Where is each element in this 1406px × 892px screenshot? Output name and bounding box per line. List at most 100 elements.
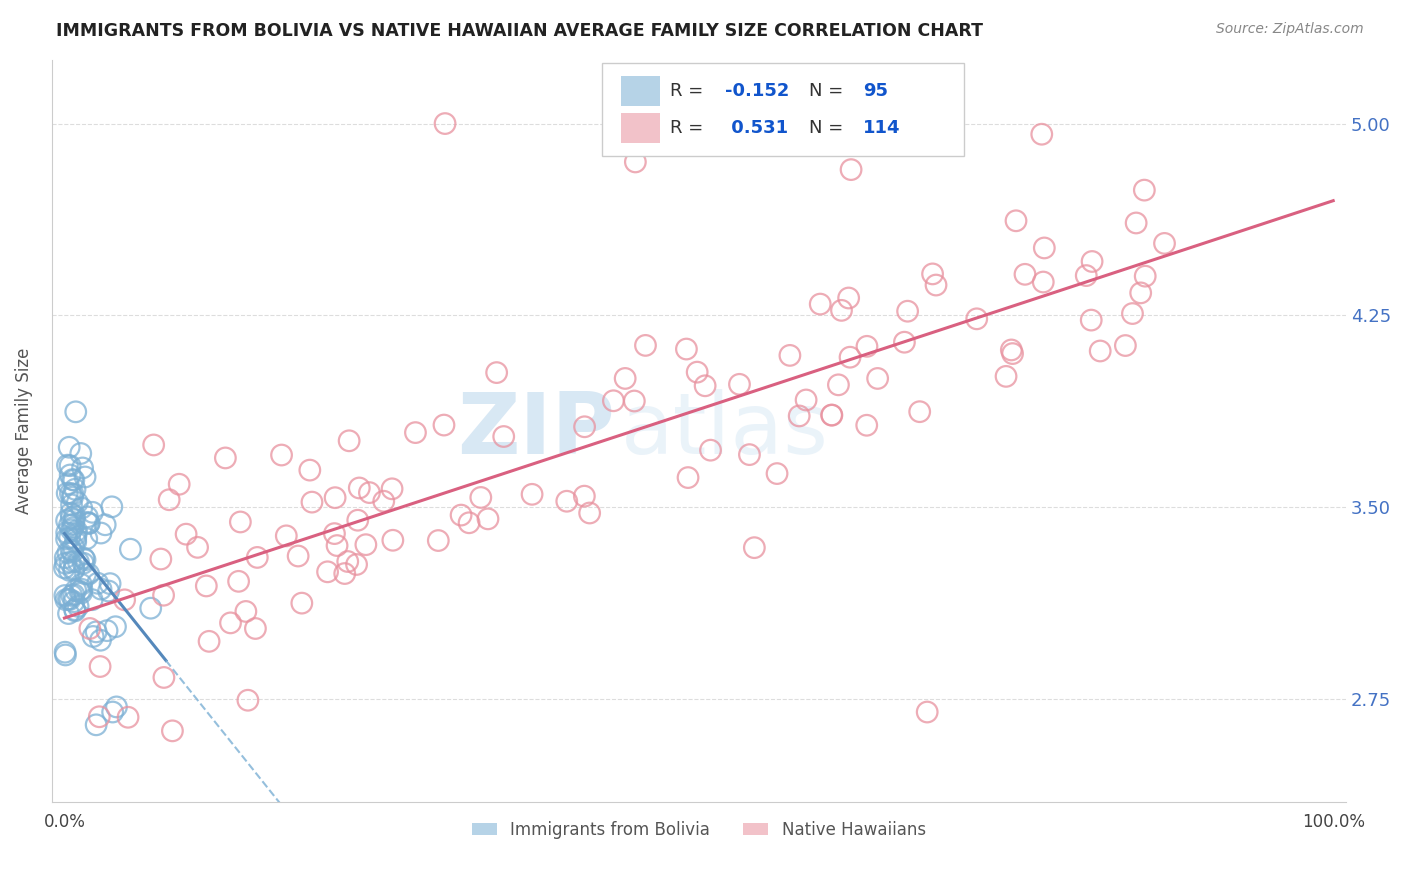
Point: [346, 558, 368, 572]
Point: [69, 446, 91, 460]
Point: [359, 485, 381, 500]
Point: [63, 562, 86, 576]
Text: R =: R =: [671, 119, 703, 136]
Point: [90, 526, 112, 541]
Point: [779, 348, 801, 362]
Point: [477, 512, 499, 526]
Point: [62, 521, 84, 535]
Point: [94, 517, 117, 532]
Point: [634, 338, 657, 352]
Legend: Immigrants from Bolivia, Native Hawaiians: Immigrants from Bolivia, Native Hawaiian…: [465, 814, 932, 846]
Point: [1114, 338, 1136, 352]
Point: [1001, 346, 1024, 360]
Point: [555, 494, 578, 508]
Point: [1080, 313, 1102, 327]
Point: [75, 566, 97, 581]
Point: [236, 693, 259, 707]
Point: [520, 487, 543, 501]
Point: [65, 583, 87, 598]
Point: [381, 482, 404, 496]
Point: [114, 592, 136, 607]
Point: [59, 486, 82, 500]
Point: [67, 555, 90, 569]
Point: [53, 550, 76, 565]
Point: [76, 532, 98, 546]
Point: [291, 596, 314, 610]
Point: [70, 582, 93, 597]
Point: [104, 620, 127, 634]
Point: [142, 438, 165, 452]
Point: [434, 117, 457, 131]
Point: [966, 311, 988, 326]
Point: [56, 476, 79, 491]
Point: [276, 529, 298, 543]
Point: [58, 607, 80, 621]
Point: [153, 670, 176, 684]
Point: [70, 501, 93, 516]
Point: [76, 509, 98, 524]
Point: [89, 633, 111, 648]
Point: [1000, 343, 1022, 357]
Point: [624, 155, 647, 169]
Point: [56, 486, 79, 500]
Point: [316, 565, 339, 579]
Point: [602, 393, 624, 408]
Point: [60, 523, 83, 537]
Point: [162, 723, 184, 738]
Point: [326, 539, 349, 553]
Point: [70, 586, 93, 600]
Point: [59, 592, 82, 607]
Point: [1005, 214, 1028, 228]
Point: [62, 490, 84, 504]
Point: [59, 555, 82, 569]
Point: [65, 405, 87, 419]
Point: [55, 557, 77, 571]
Text: R =: R =: [671, 82, 703, 100]
Point: [323, 526, 346, 541]
Point: [63, 473, 86, 487]
Bar: [621, 113, 659, 143]
Point: [695, 378, 717, 392]
Point: [485, 366, 508, 380]
Point: [62, 540, 84, 554]
Point: [214, 450, 236, 465]
Point: [70, 577, 93, 591]
Point: [1090, 343, 1112, 358]
Point: [839, 350, 862, 364]
Point: [738, 448, 761, 462]
Point: [86, 576, 108, 591]
Point: [82, 592, 104, 607]
Point: [62, 563, 84, 577]
Point: [63, 604, 86, 618]
Point: [117, 710, 139, 724]
Point: [82, 630, 104, 644]
Point: [427, 533, 450, 548]
Point: [63, 595, 86, 609]
Point: [59, 467, 82, 482]
Point: [58, 592, 80, 607]
FancyBboxPatch shape: [602, 63, 965, 156]
Point: [831, 303, 853, 318]
Point: [855, 418, 877, 433]
Point: [458, 516, 481, 530]
Point: [808, 297, 831, 311]
Point: [1129, 285, 1152, 300]
Point: [245, 622, 267, 636]
Point: [63, 483, 86, 497]
Point: [404, 425, 426, 440]
Point: [101, 705, 124, 719]
Point: [53, 589, 76, 603]
Point: [336, 554, 359, 568]
Point: [55, 532, 77, 546]
Point: [235, 604, 257, 618]
Point: [89, 710, 111, 724]
Point: [60, 498, 83, 512]
Point: [228, 574, 250, 589]
Point: [1032, 275, 1054, 289]
Point: [766, 467, 789, 481]
Point: [787, 409, 810, 423]
Text: IMMIGRANTS FROM BOLIVIA VS NATIVE HAWAIIAN AVERAGE FAMILY SIZE CORRELATION CHART: IMMIGRANTS FROM BOLIVIA VS NATIVE HAWAII…: [56, 22, 983, 40]
Point: [1135, 269, 1157, 284]
Point: [55, 648, 77, 662]
Point: [354, 538, 377, 552]
